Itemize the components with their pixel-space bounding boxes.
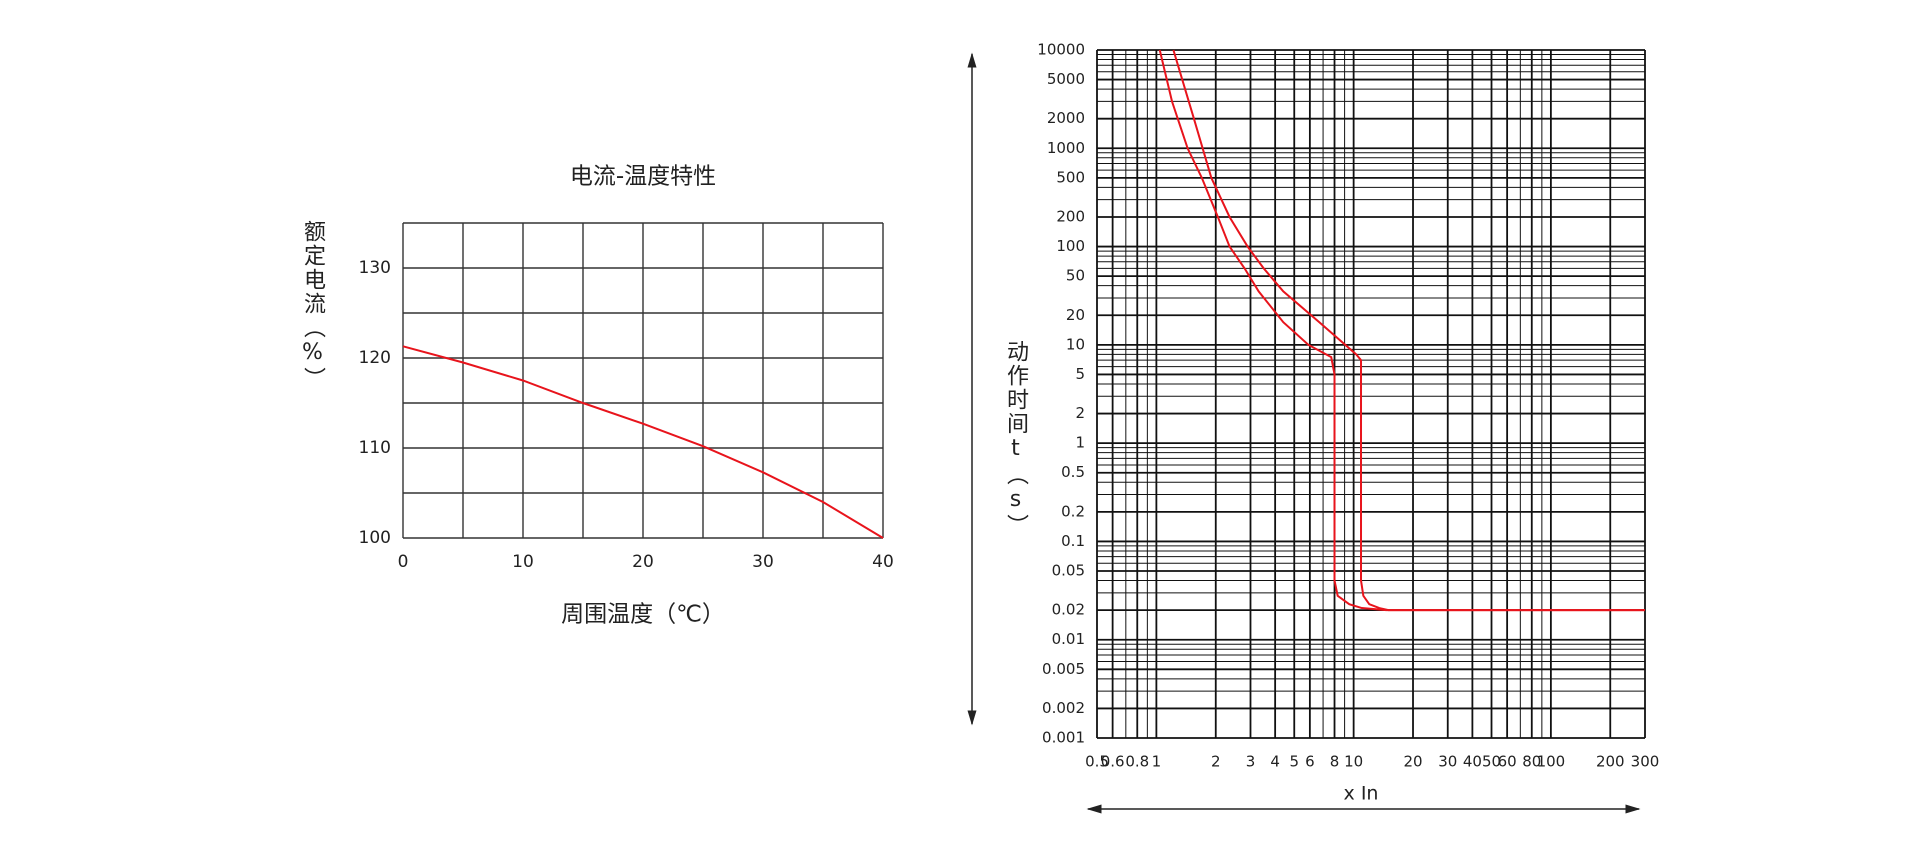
y-tick-label: 50 xyxy=(1066,267,1085,285)
y-tick-label: 1 xyxy=(1075,434,1085,452)
x-tick-label: 10 xyxy=(512,552,534,572)
y-tick-label: 100 xyxy=(1056,237,1085,255)
y-tick-label: 100 xyxy=(359,528,391,548)
y-axis-label: 动作时间t（s） xyxy=(1003,340,1028,538)
y-tick-label: 0.05 xyxy=(1052,562,1085,580)
y-tick-label: 0.1 xyxy=(1061,532,1085,550)
x-tick-label: 8 xyxy=(1330,753,1340,771)
x-tick-label: 20 xyxy=(632,552,654,572)
x-tick-label: 10 xyxy=(1344,753,1363,771)
x-tick-label: 1 xyxy=(1152,753,1162,771)
x-tick-label: 30 xyxy=(1438,753,1457,771)
y-tick-label: 200 xyxy=(1056,207,1085,225)
y-tick-label: 1000 xyxy=(1047,139,1085,157)
y-tick-label: 10 xyxy=(1066,335,1085,353)
x-tick-label: 2 xyxy=(1211,753,1221,771)
x-tick-label: 5 xyxy=(1289,753,1299,771)
x-tick-label: 6 xyxy=(1305,753,1315,771)
y-tick-label: 2 xyxy=(1075,404,1085,422)
y-tick-label: 0.01 xyxy=(1052,630,1085,648)
y-tick-label: 110 xyxy=(359,438,391,458)
y-tick-label: 120 xyxy=(359,348,391,368)
x-tick-label: 50 xyxy=(1482,753,1501,771)
x-tick-label: 3 xyxy=(1246,753,1256,771)
y-tick-label: 2000 xyxy=(1047,109,1085,127)
x-tick-label: 0.8 xyxy=(1125,753,1149,771)
x-tick-label: 0.6 xyxy=(1101,753,1125,771)
data-line xyxy=(1158,49,1645,612)
x-tick-label: 20 xyxy=(1403,753,1422,771)
x-tick-label: 40 xyxy=(872,552,894,572)
y-tick-label: 5000 xyxy=(1047,70,1085,88)
data-line xyxy=(1172,49,1645,612)
y-tick-label: 20 xyxy=(1066,306,1085,324)
x-tick-label: 30 xyxy=(752,552,774,572)
chart-title: 电流-温度特性 xyxy=(570,164,716,190)
y-tick-label: 500 xyxy=(1056,168,1085,186)
x-tick-label: 4 xyxy=(1270,753,1280,771)
x-tick-label: 0.5 xyxy=(1085,753,1109,771)
data-line xyxy=(402,345,884,539)
x-tick-label: 100 xyxy=(1537,753,1566,771)
x-axis-label: 周围温度（℃） xyxy=(561,602,725,628)
x-axis-label: x In xyxy=(1344,783,1379,805)
y-axis-label: 额定电流（%） xyxy=(300,220,325,391)
y-tick-label: 0.002 xyxy=(1042,699,1085,717)
y-tick-label: 0.005 xyxy=(1042,660,1085,678)
y-tick-label: 130 xyxy=(359,258,391,278)
x-tick-label: 80 xyxy=(1522,753,1541,771)
x-tick-label: 0 xyxy=(398,552,409,572)
x-tick-label: 300 xyxy=(1631,753,1660,771)
y-tick-label: 0.001 xyxy=(1042,729,1085,747)
y-tick-label: 5 xyxy=(1075,365,1085,383)
x-tick-label: 40 xyxy=(1463,753,1482,771)
x-tick-label: 200 xyxy=(1596,753,1625,771)
y-tick-label: 0.02 xyxy=(1052,601,1085,619)
x-tick-label: 60 xyxy=(1498,753,1517,771)
y-tick-label: 0.5 xyxy=(1061,463,1085,481)
y-tick-label: 10000 xyxy=(1037,41,1085,59)
y-tick-label: 0.2 xyxy=(1061,502,1085,520)
